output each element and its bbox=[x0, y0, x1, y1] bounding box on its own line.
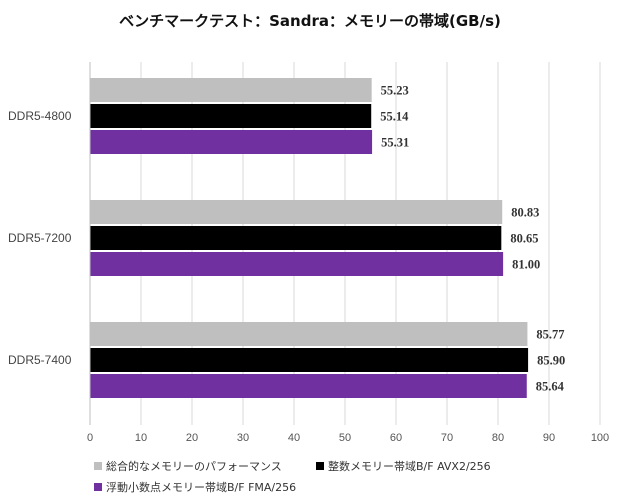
bar bbox=[90, 78, 372, 102]
x-tick-label: 100 bbox=[591, 432, 609, 444]
legend-item-integer: 整数メモリー帯域B/F AVX2/256 bbox=[316, 458, 491, 474]
bar bbox=[90, 104, 372, 128]
bar bbox=[90, 374, 527, 398]
bar bbox=[90, 200, 503, 224]
category-label: DDR5-7200 bbox=[8, 231, 72, 245]
x-tick-label: 30 bbox=[237, 432, 249, 444]
bar bbox=[90, 130, 373, 154]
legend-item-overall: 総合的なメモリーのパフォーマンス bbox=[94, 458, 282, 474]
bars bbox=[90, 78, 529, 398]
x-tick-label: 20 bbox=[186, 432, 198, 444]
legend-label-float: 浮動小数点メモリー帯域B/F FMA/256 bbox=[106, 481, 297, 494]
legend-swatch-integer bbox=[316, 462, 324, 470]
bar bbox=[90, 348, 529, 372]
legend-swatch-float bbox=[94, 483, 102, 491]
bar bbox=[90, 226, 502, 250]
bar bbox=[90, 252, 504, 276]
data-label: 55.14 bbox=[380, 110, 409, 124]
data-label: 80.83 bbox=[511, 206, 539, 220]
data-label: 85.77 bbox=[536, 328, 564, 342]
x-tick-label: 10 bbox=[135, 432, 147, 444]
axes: 0 10 20 30 40 50 60 70 80 90 100 DDR5-4800 DDR5-7200… bbox=[8, 62, 609, 444]
data-label: 55.23 bbox=[381, 84, 409, 98]
x-tick-label: 40 bbox=[288, 432, 300, 444]
x-tick-label: 0 bbox=[87, 432, 93, 444]
category-label: DDR5-4800 bbox=[8, 109, 72, 123]
data-label: 80.65 bbox=[510, 232, 538, 246]
bar bbox=[90, 322, 528, 346]
legend-item-float: 浮動小数点メモリー帯域B/F FMA/256 bbox=[94, 479, 296, 495]
data-label: 85.90 bbox=[537, 354, 565, 368]
legend-label-integer: 整数メモリー帯域B/F AVX2/256 bbox=[328, 460, 491, 473]
data-label: 85.64 bbox=[536, 380, 565, 394]
x-tick-label: 50 bbox=[339, 432, 351, 444]
category-label: DDR5-7400 bbox=[8, 353, 72, 367]
x-tick-label: 80 bbox=[492, 432, 504, 444]
data-label: 81.00 bbox=[512, 258, 540, 272]
data-labels: 55.23 55.14 55.31 80.83 80.65 81.00 85.77 85.90… bbox=[380, 84, 565, 394]
x-tick-label: 70 bbox=[441, 432, 453, 444]
x-tick-label: 60 bbox=[390, 432, 402, 444]
x-tick-label: 90 bbox=[543, 432, 555, 444]
legend-swatch-overall bbox=[94, 462, 102, 470]
data-label: 55.31 bbox=[381, 136, 409, 150]
chart-title: ベンチマークテスト：Sandra：メモリーの帯域(GB/s) bbox=[119, 12, 501, 30]
legend-label-overall: 総合的なメモリーのパフォーマンス bbox=[106, 460, 282, 473]
